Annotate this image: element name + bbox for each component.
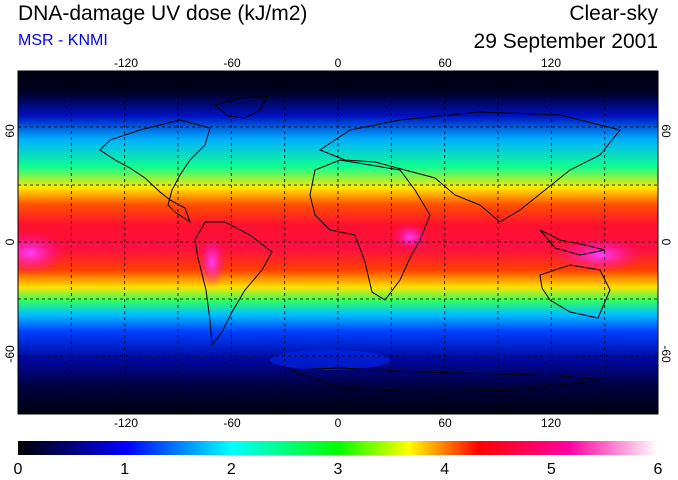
colorbar-label: 2	[227, 461, 236, 478]
hotspot-indonesia	[555, 237, 645, 273]
lat-tick-label: 60	[3, 124, 17, 138]
lat-tick-label: -60	[659, 345, 673, 363]
lat-tick-label: 60	[659, 124, 673, 138]
subpolar-band	[270, 350, 390, 370]
lat-tick-label: -60	[3, 345, 17, 363]
colorbar-label: 1	[120, 461, 129, 478]
source-label: MSR - KNMI	[18, 32, 108, 49]
colorbar-label: 6	[654, 461, 663, 478]
lat-ticks-right: 60 0 -60	[659, 124, 673, 363]
map-title: DNA-damage UV dose (kJ/m2)	[18, 2, 308, 25]
colorbar-label: 5	[547, 461, 556, 478]
uv-dose-field	[18, 71, 658, 414]
lon-tick-label: 0	[335, 416, 342, 430]
lon-tick-label: 60	[438, 56, 452, 70]
lon-ticks-bottom: -120 -60 0 60 120	[114, 416, 561, 430]
colorbar-label: 0	[14, 461, 23, 478]
lat-ticks-left: 60 0 -60	[3, 124, 17, 363]
lon-tick-label: 60	[438, 416, 452, 430]
coastlines	[99, 95, 621, 393]
lon-tick-label: -60	[223, 416, 241, 430]
colorbar	[18, 441, 658, 455]
lon-tick-label: 0	[335, 56, 342, 70]
map-frame	[17, 70, 659, 415]
lon-tick-label: 120	[541, 56, 561, 70]
lon-tick-label: -120	[114, 56, 138, 70]
colorbar-label: 3	[334, 461, 343, 478]
hotspot-andes	[198, 236, 226, 288]
hotspot-east-africa	[392, 223, 428, 251]
lon-tick-label: -60	[223, 56, 241, 70]
lon-ticks-top: -120 -60 0 60 120	[114, 56, 561, 70]
colorbar-labels: 0 1 2 3 4 5 6	[14, 461, 663, 478]
lon-tick-label: 120	[541, 416, 561, 430]
lon-tick-label: -120	[114, 416, 138, 430]
lat-tick-label: 0	[3, 238, 17, 245]
hotspot-east-pacific	[18, 231, 65, 275]
lat-tick-label: 0	[659, 239, 673, 246]
sky-condition-label: Clear-sky	[569, 2, 658, 25]
date-label: 29 September 2001	[473, 30, 658, 53]
graticule	[18, 71, 658, 414]
colorbar-label: 4	[440, 461, 449, 478]
